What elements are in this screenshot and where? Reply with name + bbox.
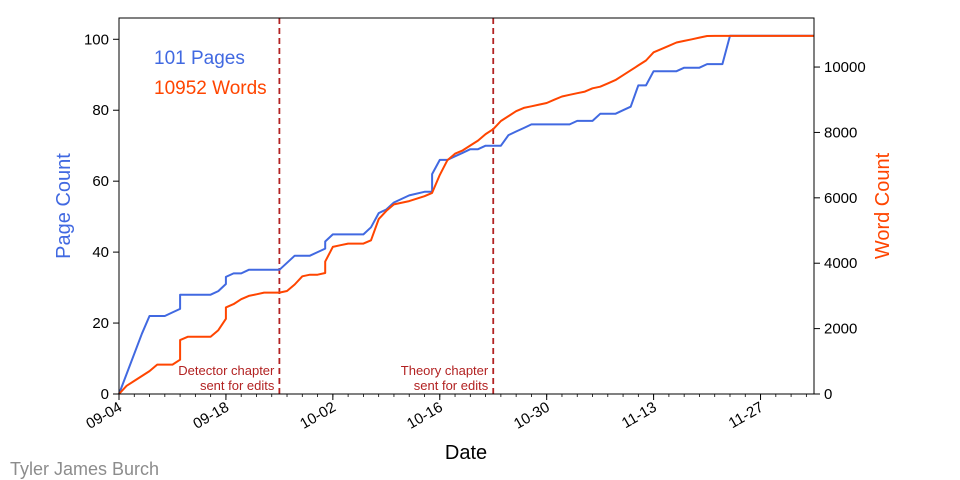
x-tick-label: 11-13	[619, 399, 660, 432]
right-y-tick-label: 8000	[824, 124, 857, 141]
x-tick-label: 10-16	[404, 399, 446, 433]
right-y-tick-label: 0	[824, 386, 832, 403]
left-y-tick-label: 40	[92, 244, 109, 261]
right-y-tick-label: 2000	[824, 321, 857, 338]
left-y-axis-ticks: 0 20 40 60 80 100	[84, 31, 119, 403]
x-tick-label: 10-30	[511, 399, 553, 433]
right-y-axis-ticks: 0 2000 4000 6000 8000 10000	[814, 59, 866, 403]
left-y-tick-label: 20	[92, 315, 109, 332]
annotation-label: sent for edits	[414, 378, 489, 393]
annotation-label: Theory chapter	[401, 363, 489, 378]
page-count-line	[118, 34, 814, 395]
left-y-tick-label: 60	[92, 173, 109, 190]
left-y-tick-label: 0	[101, 386, 109, 403]
left-y-axis-title: Page Count	[53, 153, 75, 259]
author-credit: Tyler James Burch	[10, 459, 160, 479]
x-axis-ticks: 09-04 09-18 10-02 10-16 10-30 11-13 11-27	[83, 394, 807, 433]
legend-words: 10952 Words	[154, 78, 267, 99]
annotation-label: Detector chapter	[178, 363, 275, 378]
x-axis-title: Date	[445, 442, 487, 464]
x-tick-label: 09-18	[190, 399, 232, 433]
word-count-line	[118, 34, 814, 395]
series-group	[118, 34, 814, 395]
plot-area	[119, 18, 814, 394]
right-y-tick-label: 10000	[824, 59, 866, 76]
plot-frame	[118, 17, 815, 395]
right-y-tick-label: 6000	[824, 190, 857, 207]
x-tick-label: 10-02	[297, 399, 339, 433]
x-tick-label: 11-27	[726, 399, 767, 432]
annotation-label: sent for edits	[200, 378, 275, 393]
right-y-axis-title: Word Count	[872, 152, 894, 259]
legend-pages: 101 Pages	[154, 48, 245, 69]
left-y-tick-label: 100	[84, 31, 109, 48]
left-y-tick-label: 80	[92, 102, 109, 119]
x-tick-label: 09-04	[83, 399, 125, 433]
right-y-tick-label: 4000	[824, 255, 857, 272]
